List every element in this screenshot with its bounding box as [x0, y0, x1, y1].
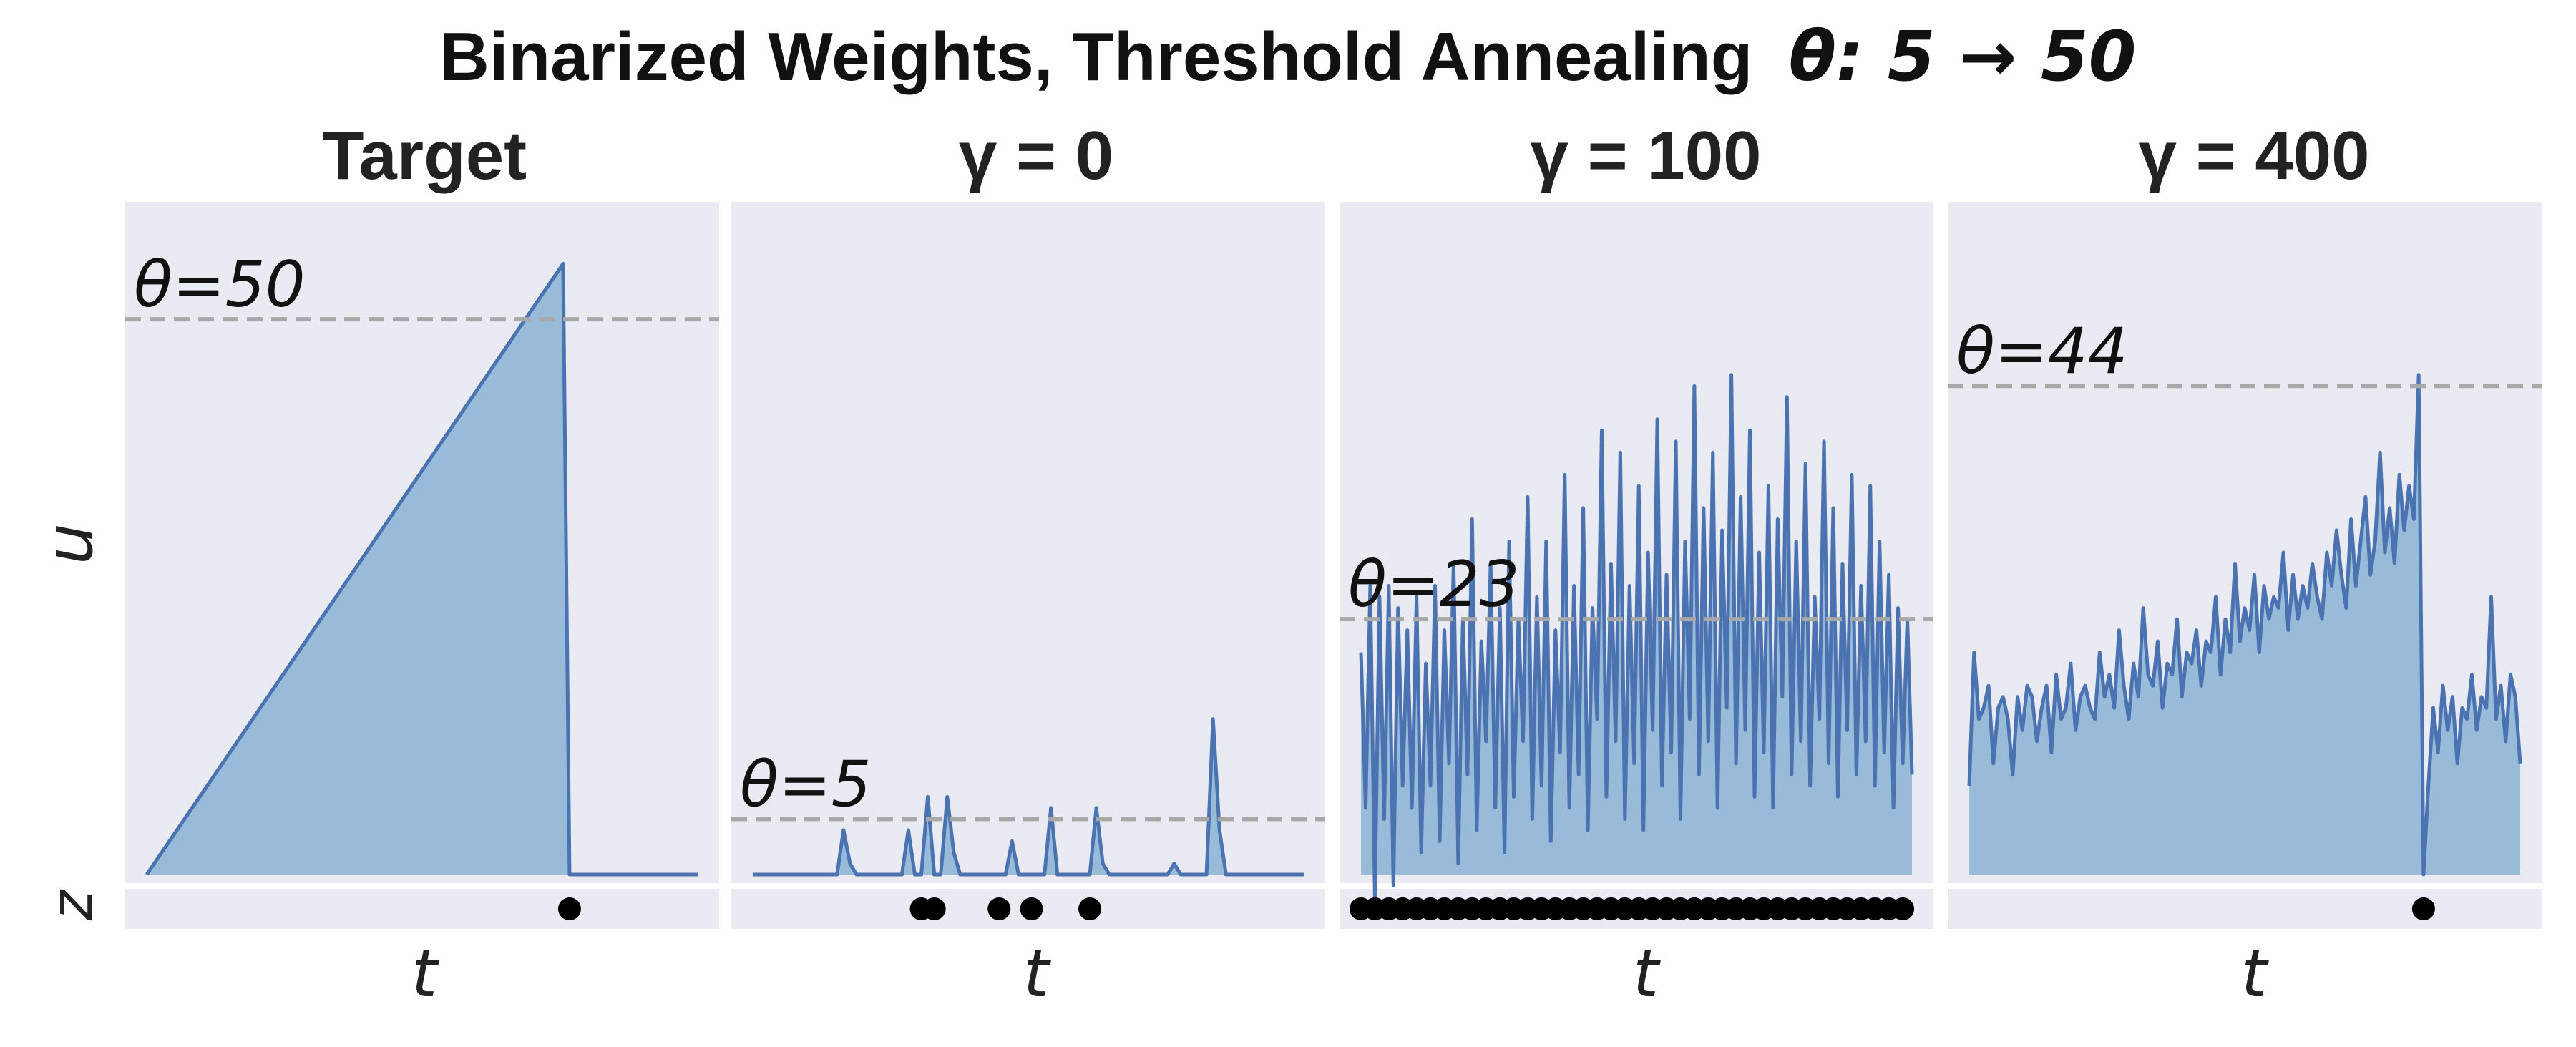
membrane-area — [147, 263, 698, 875]
panel-2: θ=23 — [1340, 202, 1933, 929]
threshold-label: θ=5 — [740, 747, 872, 821]
threshold-label: θ=23 — [1348, 547, 1520, 621]
threshold-label: θ=50 — [134, 248, 306, 321]
xlabel-t-gamma-0: t — [1023, 935, 1051, 1012]
membrane-axes-bg — [731, 202, 1325, 883]
chart-title-math: θ: 5 → 50 — [1789, 16, 2136, 97]
membrane-area — [1969, 374, 2520, 875]
panel-title-gamma-0: γ = 0 — [959, 117, 1113, 194]
spike-dot — [987, 897, 1011, 920]
panel-title-gamma-400: γ = 400 — [2139, 117, 2370, 194]
chart-title: Binarized Weights, Threshold Annealing θ… — [440, 16, 2137, 97]
panel-title-target: Target — [322, 117, 527, 194]
xlabel-t-gamma-400: t — [2241, 935, 2269, 1012]
spike-dot — [1020, 897, 1043, 920]
panel-0: θ=50 — [125, 202, 719, 929]
membrane-line — [145, 262, 698, 877]
membrane-line — [1967, 373, 2522, 877]
spike-dot — [1891, 897, 1915, 920]
spike-dot — [557, 897, 581, 920]
panel-1: θ=5 — [731, 202, 1325, 929]
ylabel-z: z — [39, 889, 105, 921]
panel-title-gamma-100: γ = 100 — [1531, 117, 1762, 194]
chart-title-text: Binarized Weights, Threshold Annealing — [440, 19, 1753, 95]
xlabel-t-gamma-100: t — [1633, 935, 1661, 1012]
panels: θ=50 θ=5 θ=23 θ=44 — [125, 202, 2542, 929]
membrane-line — [1359, 373, 1914, 899]
ylabel-u: u — [31, 523, 107, 565]
spike-dot — [1078, 897, 1102, 920]
spike-dot — [2411, 897, 2435, 920]
spike-axes-bg — [125, 889, 719, 929]
membrane-line — [753, 717, 1304, 877]
spike-dot — [922, 897, 946, 920]
xlabel-t-target: t — [411, 935, 439, 1012]
panel-3: θ=44 — [1948, 202, 2542, 929]
spike-axes-bg — [1948, 889, 2542, 929]
threshold-label: θ=44 — [1956, 314, 2128, 388]
